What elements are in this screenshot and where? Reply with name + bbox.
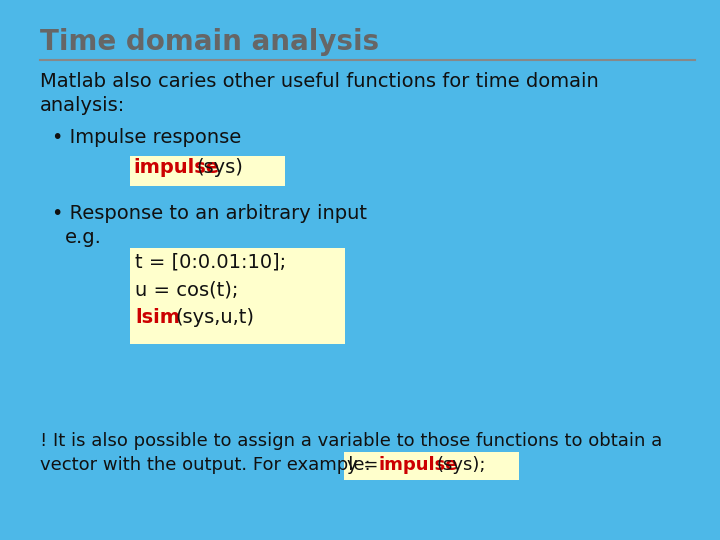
Text: vector with the output. For example:: vector with the output. For example:	[40, 456, 377, 474]
FancyBboxPatch shape	[344, 452, 519, 480]
Text: lsim: lsim	[135, 308, 180, 327]
Text: t = [0:0.01:10];: t = [0:0.01:10];	[135, 252, 286, 271]
Text: impulse: impulse	[379, 456, 459, 474]
Text: ! It is also possible to assign a variable to those functions to obtain a: ! It is also possible to assign a variab…	[40, 432, 662, 450]
Text: analysis:: analysis:	[40, 96, 125, 115]
Text: y =: y =	[347, 456, 384, 474]
Text: • Impulse response: • Impulse response	[52, 128, 241, 147]
Text: • Response to an arbitrary input: • Response to an arbitrary input	[52, 204, 367, 223]
FancyBboxPatch shape	[130, 248, 345, 344]
Text: u = cos(t);: u = cos(t);	[135, 280, 238, 299]
Text: (sys): (sys)	[196, 158, 243, 177]
Text: (sys);: (sys);	[437, 456, 487, 474]
Text: (sys,u,t): (sys,u,t)	[175, 308, 254, 327]
Text: Matlab also caries other useful functions for time domain: Matlab also caries other useful function…	[40, 72, 599, 91]
Text: e.g.: e.g.	[65, 228, 102, 247]
Text: impulse: impulse	[133, 158, 219, 177]
Text: Time domain analysis: Time domain analysis	[40, 28, 379, 56]
FancyBboxPatch shape	[130, 156, 285, 186]
